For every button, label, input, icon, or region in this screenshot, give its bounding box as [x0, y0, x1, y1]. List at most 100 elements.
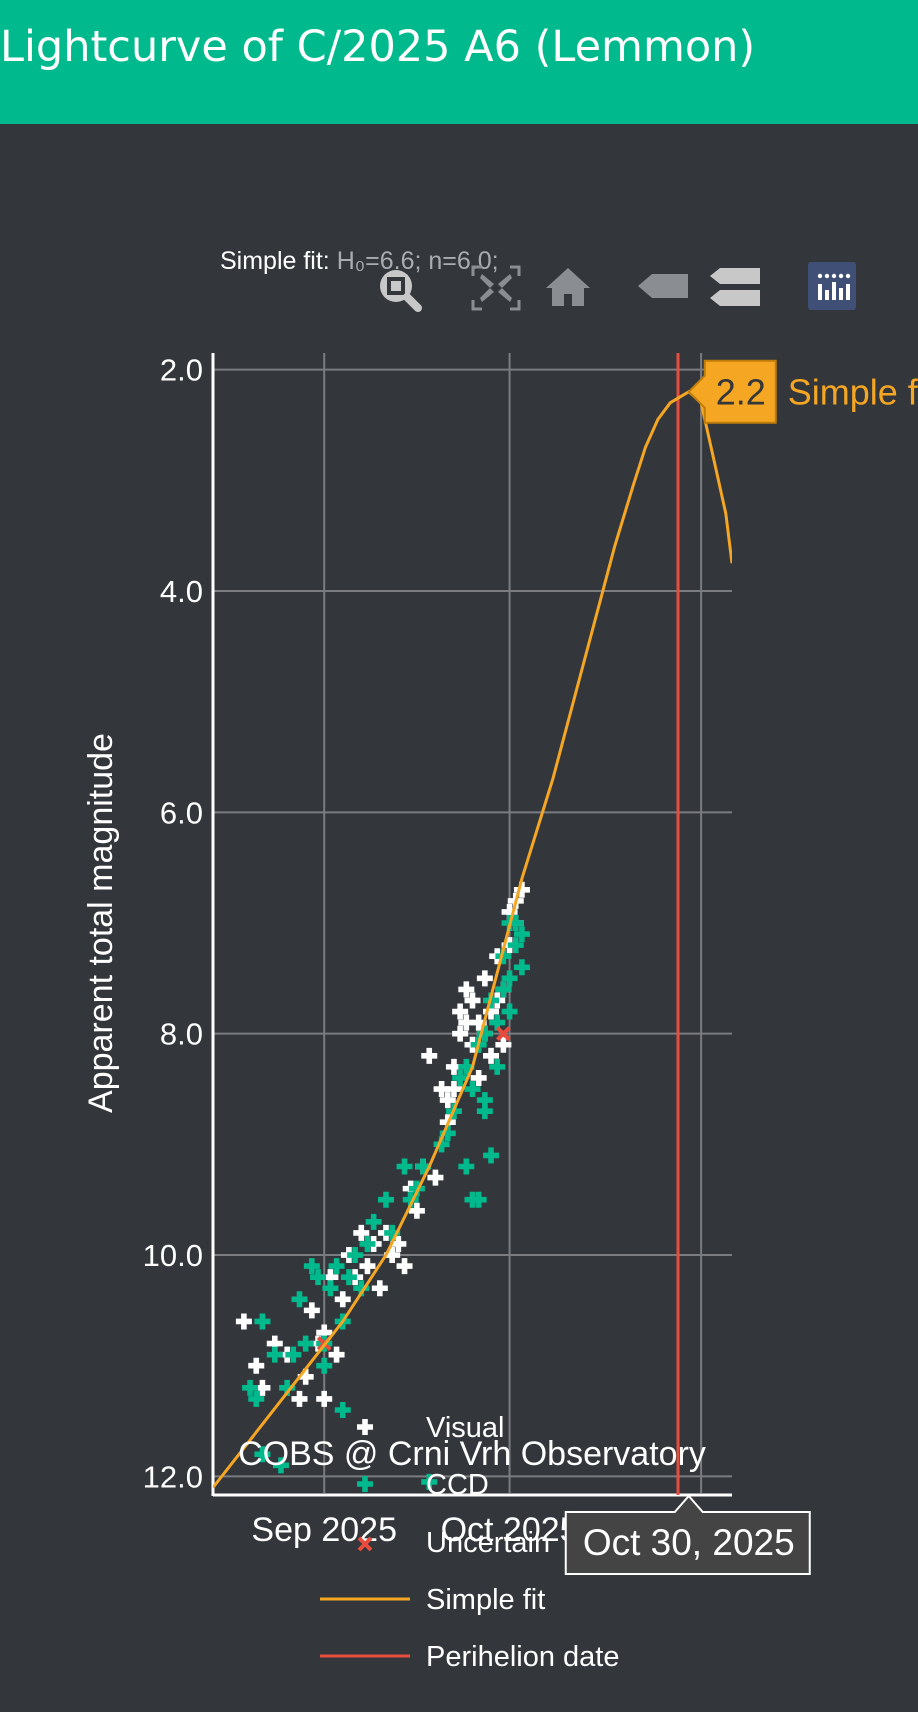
visual-point[interactable] — [470, 1069, 487, 1086]
visual-point[interactable] — [452, 1025, 469, 1042]
visual-point[interactable] — [433, 1081, 450, 1098]
legend-item-uncertain[interactable]: Uncertain — [357, 1527, 550, 1559]
visual-point[interactable] — [445, 1081, 462, 1098]
ccd-point[interactable] — [433, 1136, 450, 1153]
ccd-point[interactable] — [378, 1191, 394, 1208]
hover-closest-icon[interactable] — [638, 272, 690, 300]
visual-point[interactable] — [513, 881, 530, 898]
legend-item-simple-fit[interactable]: Simple fit — [320, 1584, 545, 1616]
ccd-point[interactable] — [303, 1258, 320, 1275]
ccd-point[interactable] — [359, 1235, 376, 1252]
ccd-point[interactable] — [476, 1025, 493, 1042]
visual-point[interactable] — [483, 1003, 500, 1020]
visual-point[interactable] — [328, 1346, 345, 1363]
ccd-point[interactable] — [279, 1379, 296, 1396]
visual-point[interactable] — [452, 1003, 469, 1020]
ccd-point[interactable] — [334, 1401, 351, 1418]
ccd-point[interactable] — [501, 970, 518, 987]
visual-point[interactable] — [353, 1224, 370, 1241]
zoom-icon[interactable] — [372, 264, 426, 314]
visual-point[interactable] — [297, 1368, 314, 1385]
ccd-point[interactable] — [310, 1269, 327, 1286]
uncertain-point[interactable] — [495, 1026, 511, 1042]
ccd-point[interactable] — [272, 1457, 289, 1474]
visual-point[interactable] — [470, 1014, 487, 1031]
ccd-point[interactable] — [489, 1014, 506, 1031]
ccd-point[interactable] — [248, 1390, 265, 1407]
visual-point[interactable] — [390, 1235, 407, 1252]
ccd-point[interactable] — [476, 1103, 493, 1120]
ccd-point[interactable] — [421, 1473, 438, 1490]
ccd-point[interactable] — [464, 1081, 481, 1098]
ccd-point[interactable] — [458, 1058, 475, 1075]
visual-point[interactable] — [458, 1014, 475, 1031]
ccd-point[interactable] — [458, 1158, 475, 1175]
legend-item-ccd[interactable]: CCD — [357, 1469, 489, 1501]
plotly-logo-icon[interactable] — [808, 262, 856, 310]
visual-point[interactable] — [359, 1258, 376, 1275]
visual-point[interactable] — [316, 1324, 333, 1341]
visual-point[interactable] — [384, 1247, 401, 1264]
visual-point[interactable] — [427, 1169, 444, 1186]
visual-point[interactable] — [458, 981, 475, 998]
ccd-point[interactable] — [439, 1125, 456, 1142]
visual-point[interactable] — [235, 1313, 252, 1330]
visual-point[interactable] — [421, 1047, 438, 1064]
ccd-point[interactable] — [353, 1280, 370, 1297]
reset-home-icon[interactable] — [544, 266, 592, 308]
ccd-point[interactable] — [316, 1357, 333, 1374]
visual-point[interactable] — [483, 1047, 500, 1064]
ccd-point[interactable] — [507, 937, 524, 954]
visual-point[interactable] — [371, 1280, 388, 1297]
ccd-point[interactable] — [322, 1280, 339, 1297]
ccd-point[interactable] — [495, 948, 512, 965]
ccd-point[interactable] — [513, 926, 530, 943]
visual-point[interactable] — [248, 1357, 265, 1374]
ccd-point[interactable] — [402, 1191, 419, 1208]
ccd-point[interactable] — [483, 1147, 500, 1164]
ccd-point[interactable] — [476, 1092, 493, 1109]
ccd-point[interactable] — [396, 1158, 413, 1175]
ccd-point[interactable] — [242, 1379, 259, 1396]
ccd-point[interactable] — [495, 981, 512, 998]
y-tick-label: 12.0 — [143, 1459, 203, 1494]
ccd-point[interactable] — [489, 1058, 506, 1075]
ccd-point[interactable] — [340, 1269, 357, 1286]
ccd-point[interactable] — [328, 1258, 345, 1275]
legend-item-perihelion-date[interactable]: Perihelion date — [320, 1641, 619, 1673]
ccd-point[interactable] — [254, 1446, 271, 1463]
visual-point[interactable] — [464, 992, 481, 1009]
visual-point[interactable] — [396, 1258, 413, 1275]
visual-point[interactable] — [501, 903, 518, 920]
ccd-point[interactable] — [365, 1213, 382, 1230]
ccd-point[interactable] — [501, 1003, 518, 1020]
legend-item-visual[interactable]: Visual — [357, 1412, 504, 1444]
ccd-point[interactable] — [470, 1191, 487, 1208]
hover-compare-icon[interactable] — [710, 266, 762, 308]
visual-point[interactable] — [316, 1390, 333, 1407]
autoscale-icon[interactable] — [470, 264, 522, 312]
visual-point[interactable] — [254, 1379, 271, 1396]
ccd-point[interactable] — [297, 1335, 314, 1352]
visual-point[interactable] — [495, 1036, 512, 1053]
simple-fit-line[interactable] — [213, 389, 732, 1489]
ccd-point[interactable] — [513, 959, 530, 976]
visual-point[interactable] — [322, 1269, 339, 1286]
visual-point[interactable] — [266, 1335, 283, 1352]
ccd-point[interactable] — [291, 1291, 308, 1308]
visual-point[interactable] — [445, 1058, 462, 1075]
visual-point[interactable] — [303, 1302, 320, 1319]
ccd-point[interactable] — [452, 1069, 469, 1086]
ccd-point[interactable] — [285, 1346, 302, 1363]
visual-point[interactable] — [291, 1390, 308, 1407]
ccd-point[interactable] — [384, 1224, 401, 1241]
visual-point[interactable] — [439, 1092, 456, 1109]
ccd-point[interactable] — [254, 1313, 271, 1330]
ccd-point[interactable] — [266, 1346, 283, 1363]
visual-point[interactable] — [334, 1291, 351, 1308]
ccd-point[interactable] — [415, 1158, 432, 1175]
ccd-point[interactable] — [347, 1247, 364, 1264]
visual-point[interactable] — [476, 970, 493, 987]
visual-point[interactable] — [408, 1202, 425, 1219]
